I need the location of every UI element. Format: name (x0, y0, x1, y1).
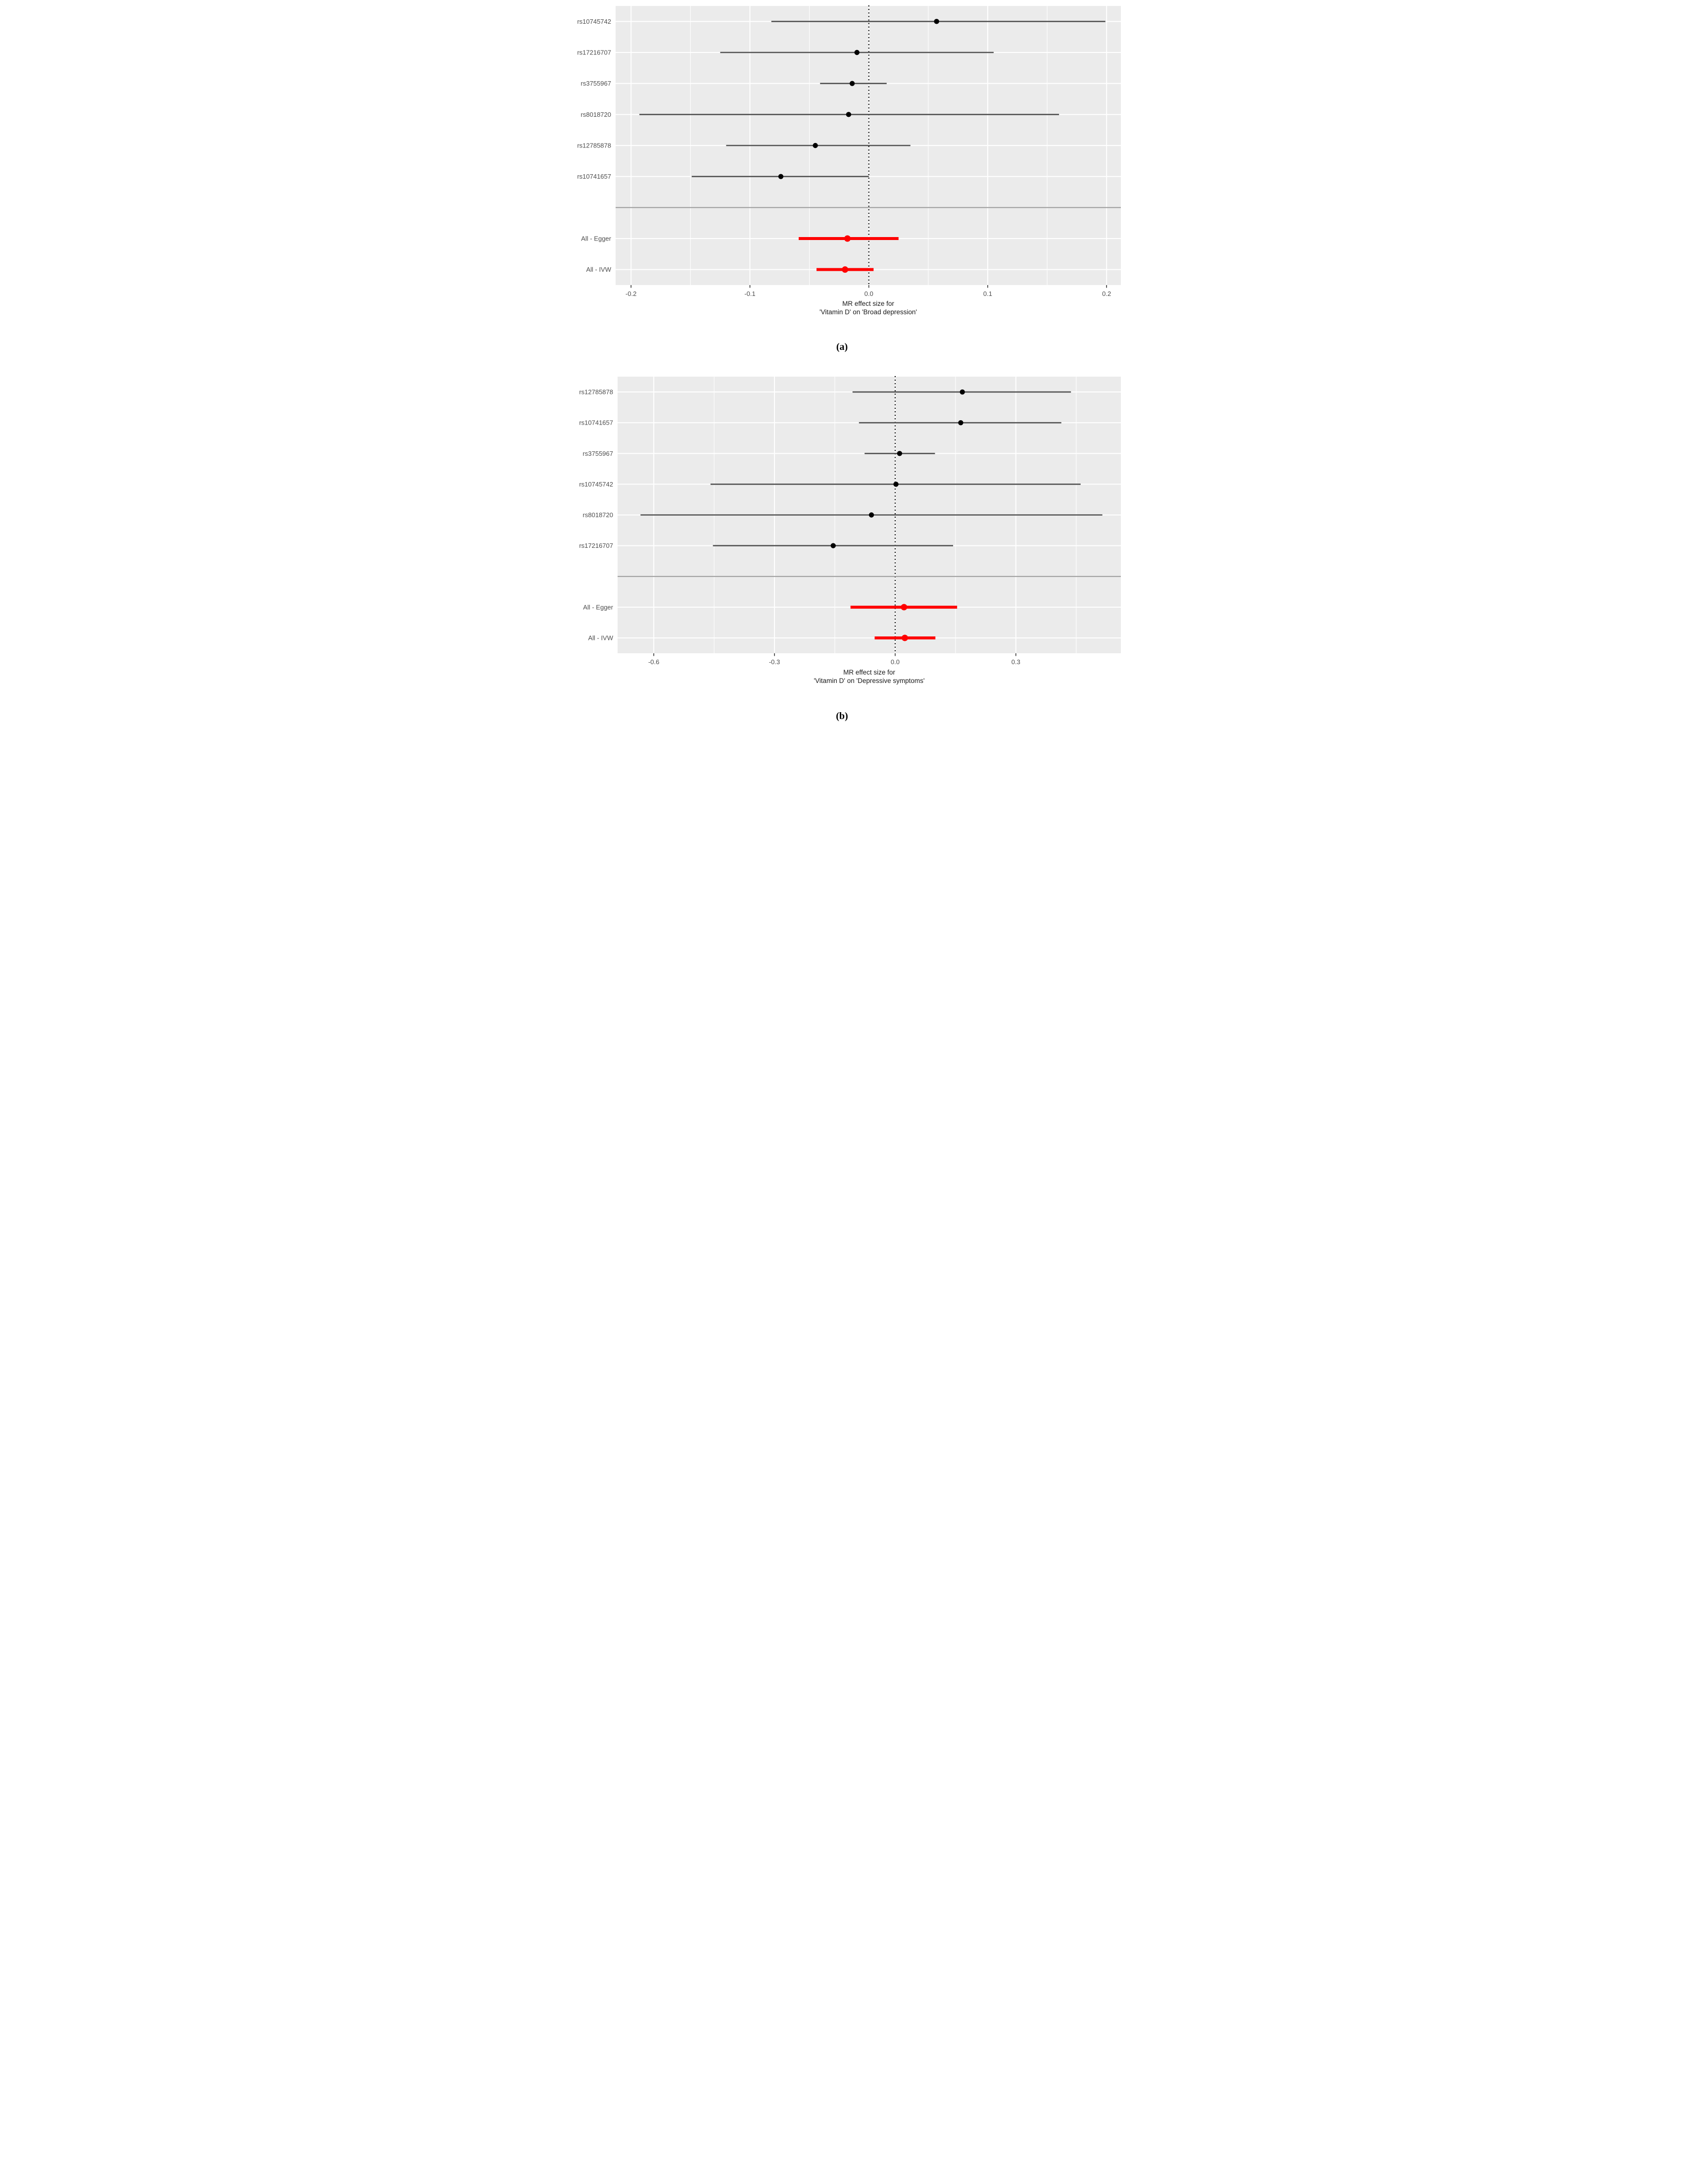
point-rs10741657 (958, 420, 963, 426)
point-rs12785878 (959, 389, 965, 395)
y-axis-label-rs3755967: rs3755967 (582, 450, 613, 457)
panel-caption-a: (a) (836, 341, 848, 352)
forest-plot-svg-b: rs12785878 rs10741657 rs3755967 rs10745742 r… (579, 376, 1121, 684)
figure-forest-plots: rs10745742 rs17216707 rs3755967 rs8018720 rs… (561, 0, 1123, 728)
point-rs10745742 (893, 482, 899, 487)
summary-point-All - IVW (841, 266, 848, 273)
summary-point-All - Egger (844, 235, 851, 242)
forest-plot-depressive-symptoms: rs12785878 rs10741657 rs3755967 rs10745742 r… (562, 371, 1123, 688)
y-axis-label-rs12785878: rs12785878 (579, 388, 613, 396)
point-rs10741657 (778, 174, 783, 179)
summary-point-All - IVW (901, 634, 908, 641)
point-rs3755967 (897, 451, 902, 456)
x-axis-title-line-1: MR effect size for (842, 300, 894, 307)
x-axis-title-line-1: MR effect size for (843, 669, 895, 676)
y-axis-label-rs10745742: rs10745742 (577, 18, 611, 25)
x-axis-tick-label: -0.3 (769, 658, 779, 666)
x-axis-tick-label: 0.0 (864, 290, 873, 297)
summary-point-All - Egger (900, 604, 907, 611)
y-axis-label-rs10741657: rs10741657 (579, 419, 613, 427)
x-axis-tick-label: 0.0 (890, 658, 899, 666)
point-rs17216707 (854, 49, 860, 55)
point-rs8018720 (868, 512, 874, 518)
forest-plot-broad-depression: rs10745742 rs17216707 rs3755967 rs8018720 rs… (562, 0, 1123, 327)
y-axis-label-rs17216707: rs17216707 (577, 49, 611, 56)
point-rs12785878 (812, 143, 818, 148)
y-axis-label-rs3755967: rs3755967 (580, 80, 611, 87)
y-axis-label-rs8018720: rs8018720 (580, 111, 611, 118)
x-axis-tick-label: 0.2 (1102, 290, 1111, 297)
x-axis-tick-label: 0.1 (983, 290, 992, 297)
point-rs10745742 (933, 19, 939, 24)
x-axis-tick-label: 0.3 (1011, 658, 1020, 666)
x-axis-tick-label: -0.2 (625, 290, 636, 297)
panel-caption-b: (b) (836, 711, 848, 722)
y-axis-label-rs12785878: rs12785878 (577, 142, 611, 149)
y-axis-label-All - Egger: All - Egger (581, 235, 611, 243)
y-axis-label-rs10741657: rs10741657 (577, 173, 611, 180)
x-axis-tick-label: -0.1 (744, 290, 755, 297)
forest-plot-svg-a: rs10745742 rs17216707 rs3755967 rs8018720 rs… (577, 5, 1121, 316)
y-axis-label-rs8018720: rs8018720 (582, 511, 613, 519)
point-rs8018720 (846, 112, 851, 117)
y-axis-label-rs17216707: rs17216707 (579, 542, 613, 549)
x-axis-title-line-2: 'Vitamin D' on 'Depressive symptoms' (814, 677, 924, 684)
y-axis-label-All - Egger: All - Egger (583, 603, 613, 611)
point-rs3755967 (849, 81, 855, 86)
y-axis-label-All - IVW: All - IVW (586, 266, 611, 273)
x-axis-tick-label: -0.6 (648, 658, 659, 666)
y-axis-label-rs10745742: rs10745742 (579, 481, 613, 488)
point-rs17216707 (830, 543, 836, 548)
x-axis-title-line-2: 'Vitamin D' on 'Broad depression' (819, 308, 917, 316)
y-axis-label-All - IVW: All - IVW (588, 634, 613, 641)
